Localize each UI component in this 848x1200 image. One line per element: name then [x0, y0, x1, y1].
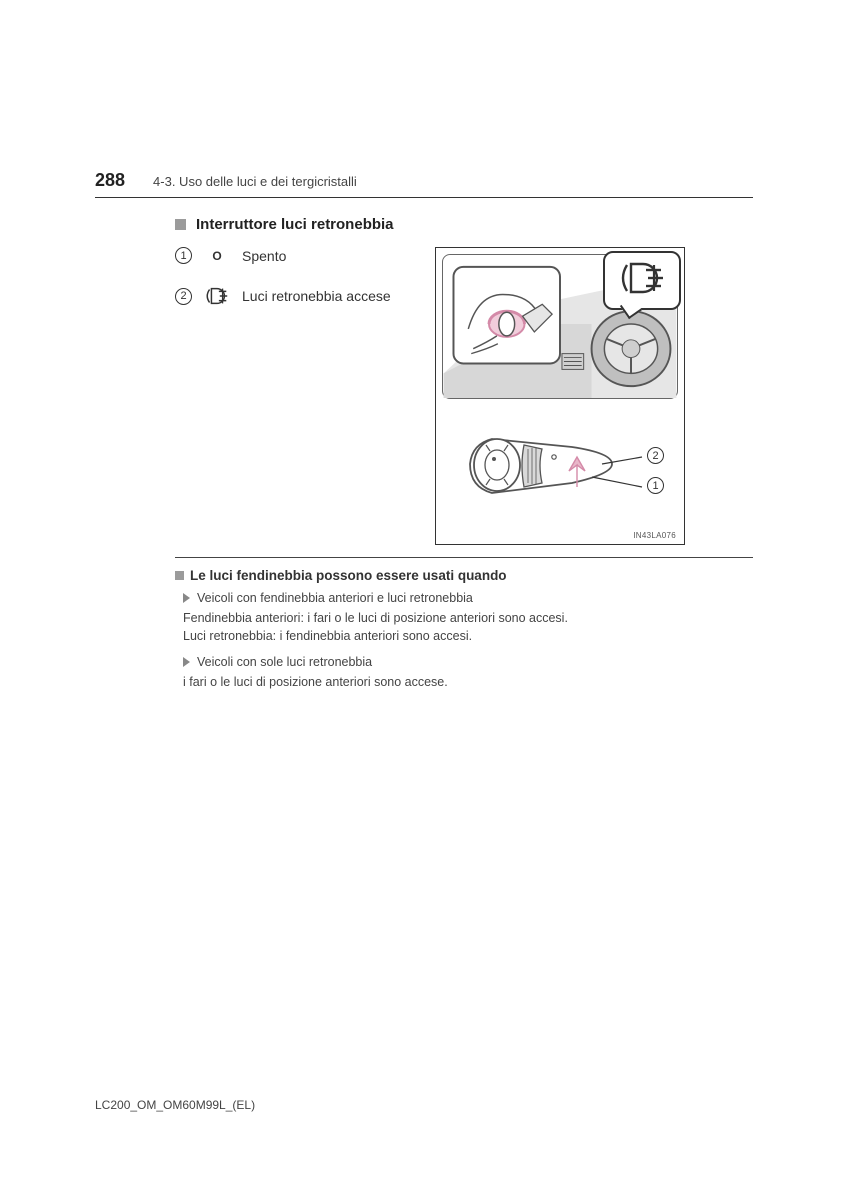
section-breadcrumb: 4-3. Uso delle luci e dei tergicristalli: [153, 174, 357, 189]
subsection-heading-text: Le luci fendinebbia possono essere usati…: [190, 568, 507, 583]
item-number-1: 1: [175, 247, 192, 264]
stalk-illustration: [442, 409, 678, 529]
square-bullet-icon: [175, 219, 186, 230]
section-heading: Interruttore luci retronebbia: [175, 216, 753, 233]
item-list: 1 O Spento 2 Luci retronebbia accese: [175, 247, 415, 545]
triangle-bullet-icon: [183, 657, 190, 667]
page-header: 288 4-3. Uso delle luci e dei tergicrist…: [95, 170, 753, 191]
callout-label-2: 2: [647, 447, 664, 464]
subsection-heading: Le luci fendinebbia possono essere usati…: [175, 568, 753, 583]
list-item: 1 O Spento: [175, 247, 415, 264]
body-text: i fari o le luci di posizione anteriori …: [183, 674, 753, 692]
figure-lower-panel: 2 1: [442, 409, 678, 529]
off-dot-icon: O: [204, 249, 230, 263]
heading-text: Interruttore luci retronebbia: [196, 216, 394, 233]
item-label: Luci retronebbia accese: [242, 288, 391, 304]
item-label: Spento: [242, 248, 286, 264]
figure-code: IN43LA076: [442, 529, 678, 542]
figure-upper-panel: [442, 254, 678, 399]
figure-box: 2 1 IN43LA076: [435, 247, 685, 545]
bullet-text: Veicoli con sole luci retronebbia: [197, 655, 372, 669]
divider-mid: [175, 557, 753, 558]
callout-fog-symbol: [603, 251, 681, 310]
triangle-bullet-icon: [183, 593, 190, 603]
divider-top: [95, 197, 753, 198]
footer-code: LC200_OM_OM60M99L_(EL): [95, 1098, 255, 1112]
square-bullet-icon: [175, 571, 184, 580]
body-text: Fendinebbia anteriori: i fari o le luci …: [183, 610, 753, 645]
rear-fog-icon: [204, 286, 230, 306]
subsection: Le luci fendinebbia possono essere usati…: [175, 568, 753, 692]
page-number: 288: [95, 170, 125, 191]
item-number-2: 2: [175, 288, 192, 305]
callout-label-1: 1: [647, 477, 664, 494]
bullet-text: Veicoli con fendinebbia anteriori e luci…: [197, 591, 473, 605]
bullet-row: Veicoli con sole luci retronebbia: [183, 655, 753, 669]
bullet-row: Veicoli con fendinebbia anteriori e luci…: [183, 591, 753, 605]
list-item: 2 Luci retronebbia accese: [175, 286, 415, 306]
